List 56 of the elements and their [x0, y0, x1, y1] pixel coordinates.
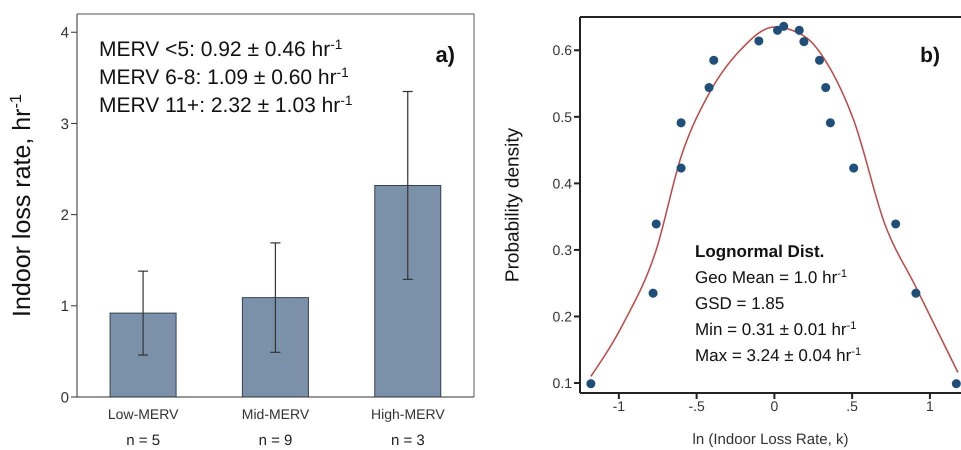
- annotation: GSD = 1.85: [695, 294, 784, 313]
- y-tick-label: 0.3: [552, 242, 572, 258]
- y-tick-label: 0.1: [552, 374, 572, 391]
- point: [821, 83, 830, 92]
- bar: [242, 297, 309, 397]
- line-series: [590, 26, 959, 378]
- annotation: Geo Mean = 1.0 hr$^{-1}$: [695, 268, 848, 287]
- point: [799, 37, 808, 46]
- x-tick-label: -.5: [688, 398, 706, 414]
- point: [826, 118, 835, 128]
- point: [891, 219, 900, 228]
- y-tick-label: 0.2: [552, 308, 572, 324]
- y-tick-label: 2: [60, 206, 69, 224]
- x-tick-label: High-MERV: [371, 406, 446, 422]
- bar: [110, 312, 177, 397]
- point: [779, 22, 788, 31]
- annotation: Lognormal Dist.: [695, 242, 824, 261]
- point: [794, 26, 804, 35]
- y-axis-title: Probability density: [502, 127, 524, 282]
- x-tick-label: -1: [612, 398, 626, 414]
- x-tick-label: Mid-MERV: [242, 406, 310, 422]
- text: n = 9: [258, 432, 292, 449]
- text: n = 5: [126, 432, 160, 449]
- point: [709, 56, 718, 65]
- annotation: Min = 0.31 ± 0.01 hr$^{-1}$: [695, 320, 856, 339]
- bar: [374, 184, 442, 397]
- x-tick-label: Low-MERV: [108, 406, 180, 422]
- point: [648, 288, 658, 298]
- x-tick-label: .5: [846, 398, 858, 414]
- annotation: Max = 3.24 ± 0.04 hr$^{-1}$: [695, 346, 862, 365]
- point: [754, 36, 764, 46]
- annotation: MERV 6-8: 1.09 ± 0.60 hr$^{-1}$: [99, 64, 349, 89]
- y-tick-label: 0.5: [552, 108, 572, 125]
- point: [911, 288, 920, 298]
- point: [652, 219, 661, 228]
- point: [772, 26, 782, 35]
- point: [704, 83, 714, 92]
- y-tick-label: 3: [60, 116, 69, 133]
- annotation: MERV 11+: 2.32 ± 1.03 hr$^{-1}$: [99, 92, 352, 117]
- x-axis-title: ln (Indoor Loss Rate, k): [692, 431, 848, 448]
- point: [676, 118, 686, 128]
- x-tick-label: 1: [926, 398, 934, 414]
- point: [952, 379, 961, 388]
- annotation: MERV <5: 0.92 ± 0.46 hr$^{-1}$: [99, 36, 342, 61]
- point: [814, 56, 824, 65]
- point: [676, 164, 686, 173]
- point: [849, 164, 858, 173]
- y-tick-label: 4: [60, 24, 69, 42]
- y-tick-label: 0.6: [552, 42, 572, 58]
- x-tick-label: 0: [770, 398, 778, 414]
- point: [586, 379, 596, 388]
- annotation: a): [435, 42, 455, 67]
- y-tick-label: 1: [60, 298, 69, 316]
- text: n = 3: [390, 432, 425, 449]
- annotation: b): [920, 44, 940, 67]
- y-tick-label: 0.4: [552, 175, 572, 192]
